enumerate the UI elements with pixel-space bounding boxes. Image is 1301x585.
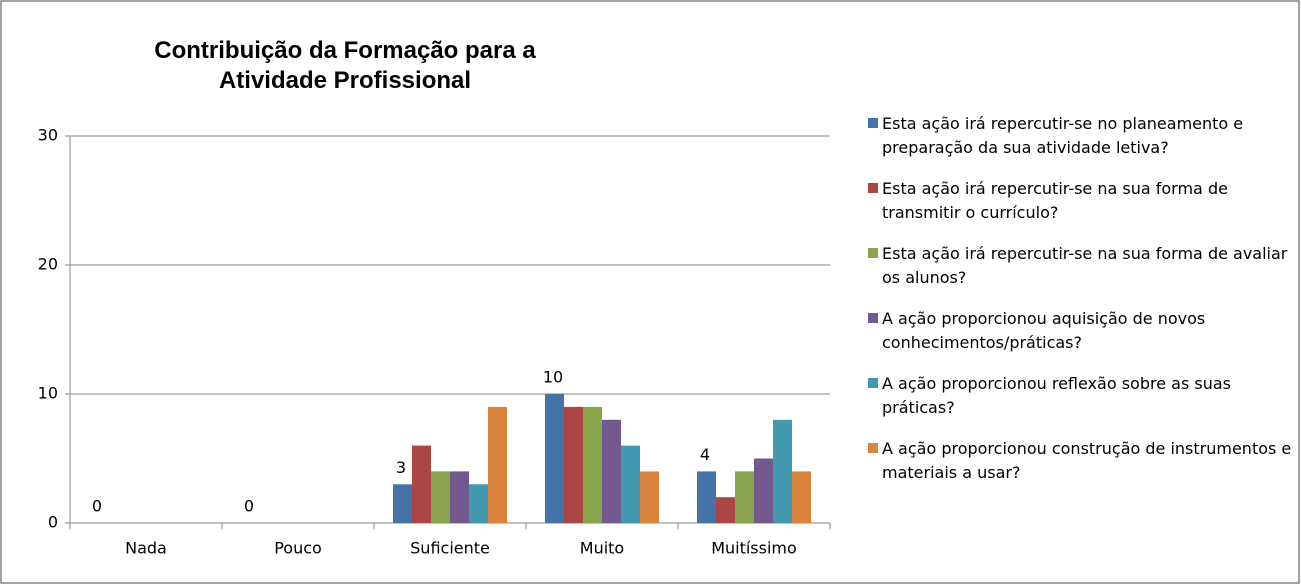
y-tick-label: 20 bbox=[38, 255, 58, 274]
bar bbox=[393, 484, 412, 523]
legend-swatch bbox=[868, 248, 878, 258]
bar bbox=[450, 471, 469, 523]
bar bbox=[583, 406, 602, 523]
chart-title: Contribuição da Formação para a Atividad… bbox=[154, 37, 536, 94]
legend-swatch bbox=[868, 378, 878, 388]
legend-entry: Esta ação irá repercutir-se no planeamen… bbox=[868, 112, 1298, 160]
legend-entry: Esta ação irá repercutir-se na sua forma… bbox=[868, 242, 1298, 290]
bar bbox=[640, 471, 659, 523]
data-label: 10 bbox=[543, 368, 563, 387]
x-tick-label: Pouco bbox=[274, 539, 322, 558]
legend-swatch bbox=[868, 443, 878, 453]
bar bbox=[621, 445, 640, 523]
bar bbox=[716, 497, 735, 523]
data-label: 3 bbox=[396, 458, 406, 477]
bar bbox=[564, 406, 583, 523]
bar bbox=[697, 471, 716, 523]
x-tick-label: Nada bbox=[125, 539, 167, 558]
x-tick-label: Muito bbox=[580, 539, 624, 558]
legend-label: Esta ação irá repercutir-se no planeamen… bbox=[882, 114, 1244, 157]
bar bbox=[773, 419, 792, 523]
bar bbox=[469, 484, 488, 523]
bar bbox=[488, 406, 507, 523]
bar bbox=[545, 394, 564, 523]
bar bbox=[602, 419, 621, 523]
legend-swatch bbox=[868, 118, 878, 128]
bar bbox=[792, 471, 811, 523]
bar bbox=[412, 445, 431, 523]
legend-swatch bbox=[868, 183, 878, 193]
y-tick-label: 30 bbox=[38, 126, 58, 145]
data-label: 0 bbox=[244, 497, 254, 516]
bar bbox=[735, 471, 754, 523]
legend-entry: A ação proporcionou reflexão sobre as su… bbox=[868, 372, 1298, 420]
legend-label: A ação proporcionou construção de instru… bbox=[882, 439, 1292, 482]
legend-swatch bbox=[868, 313, 878, 323]
data-label: 4 bbox=[700, 445, 710, 464]
legend: Esta ação irá repercutir-se no planeamen… bbox=[868, 112, 1298, 502]
legend-label: Esta ação irá repercutir-se na sua forma… bbox=[882, 244, 1288, 287]
legend-entry: A ação proporcionou aquisição de novos c… bbox=[868, 307, 1298, 355]
legend-entry: A ação proporcionou construção de instru… bbox=[868, 437, 1298, 485]
y-tick-label: 0 bbox=[48, 513, 58, 532]
x-tick-label: Suficiente bbox=[410, 539, 490, 558]
bar bbox=[754, 458, 773, 523]
legend-entry: Esta ação irá repercutir-se na sua forma… bbox=[868, 177, 1298, 225]
data-label: 0 bbox=[92, 497, 102, 516]
legend-label: A ação proporcionou reflexão sobre as su… bbox=[882, 374, 1231, 417]
x-tick-label: Muitíssimo bbox=[711, 539, 797, 558]
legend-label: A ação proporcionou aquisição de novos c… bbox=[882, 309, 1206, 352]
legend-label: Esta ação irá repercutir-se na sua forma… bbox=[882, 179, 1228, 222]
y-tick-label: 10 bbox=[38, 384, 58, 403]
bar bbox=[431, 471, 450, 523]
